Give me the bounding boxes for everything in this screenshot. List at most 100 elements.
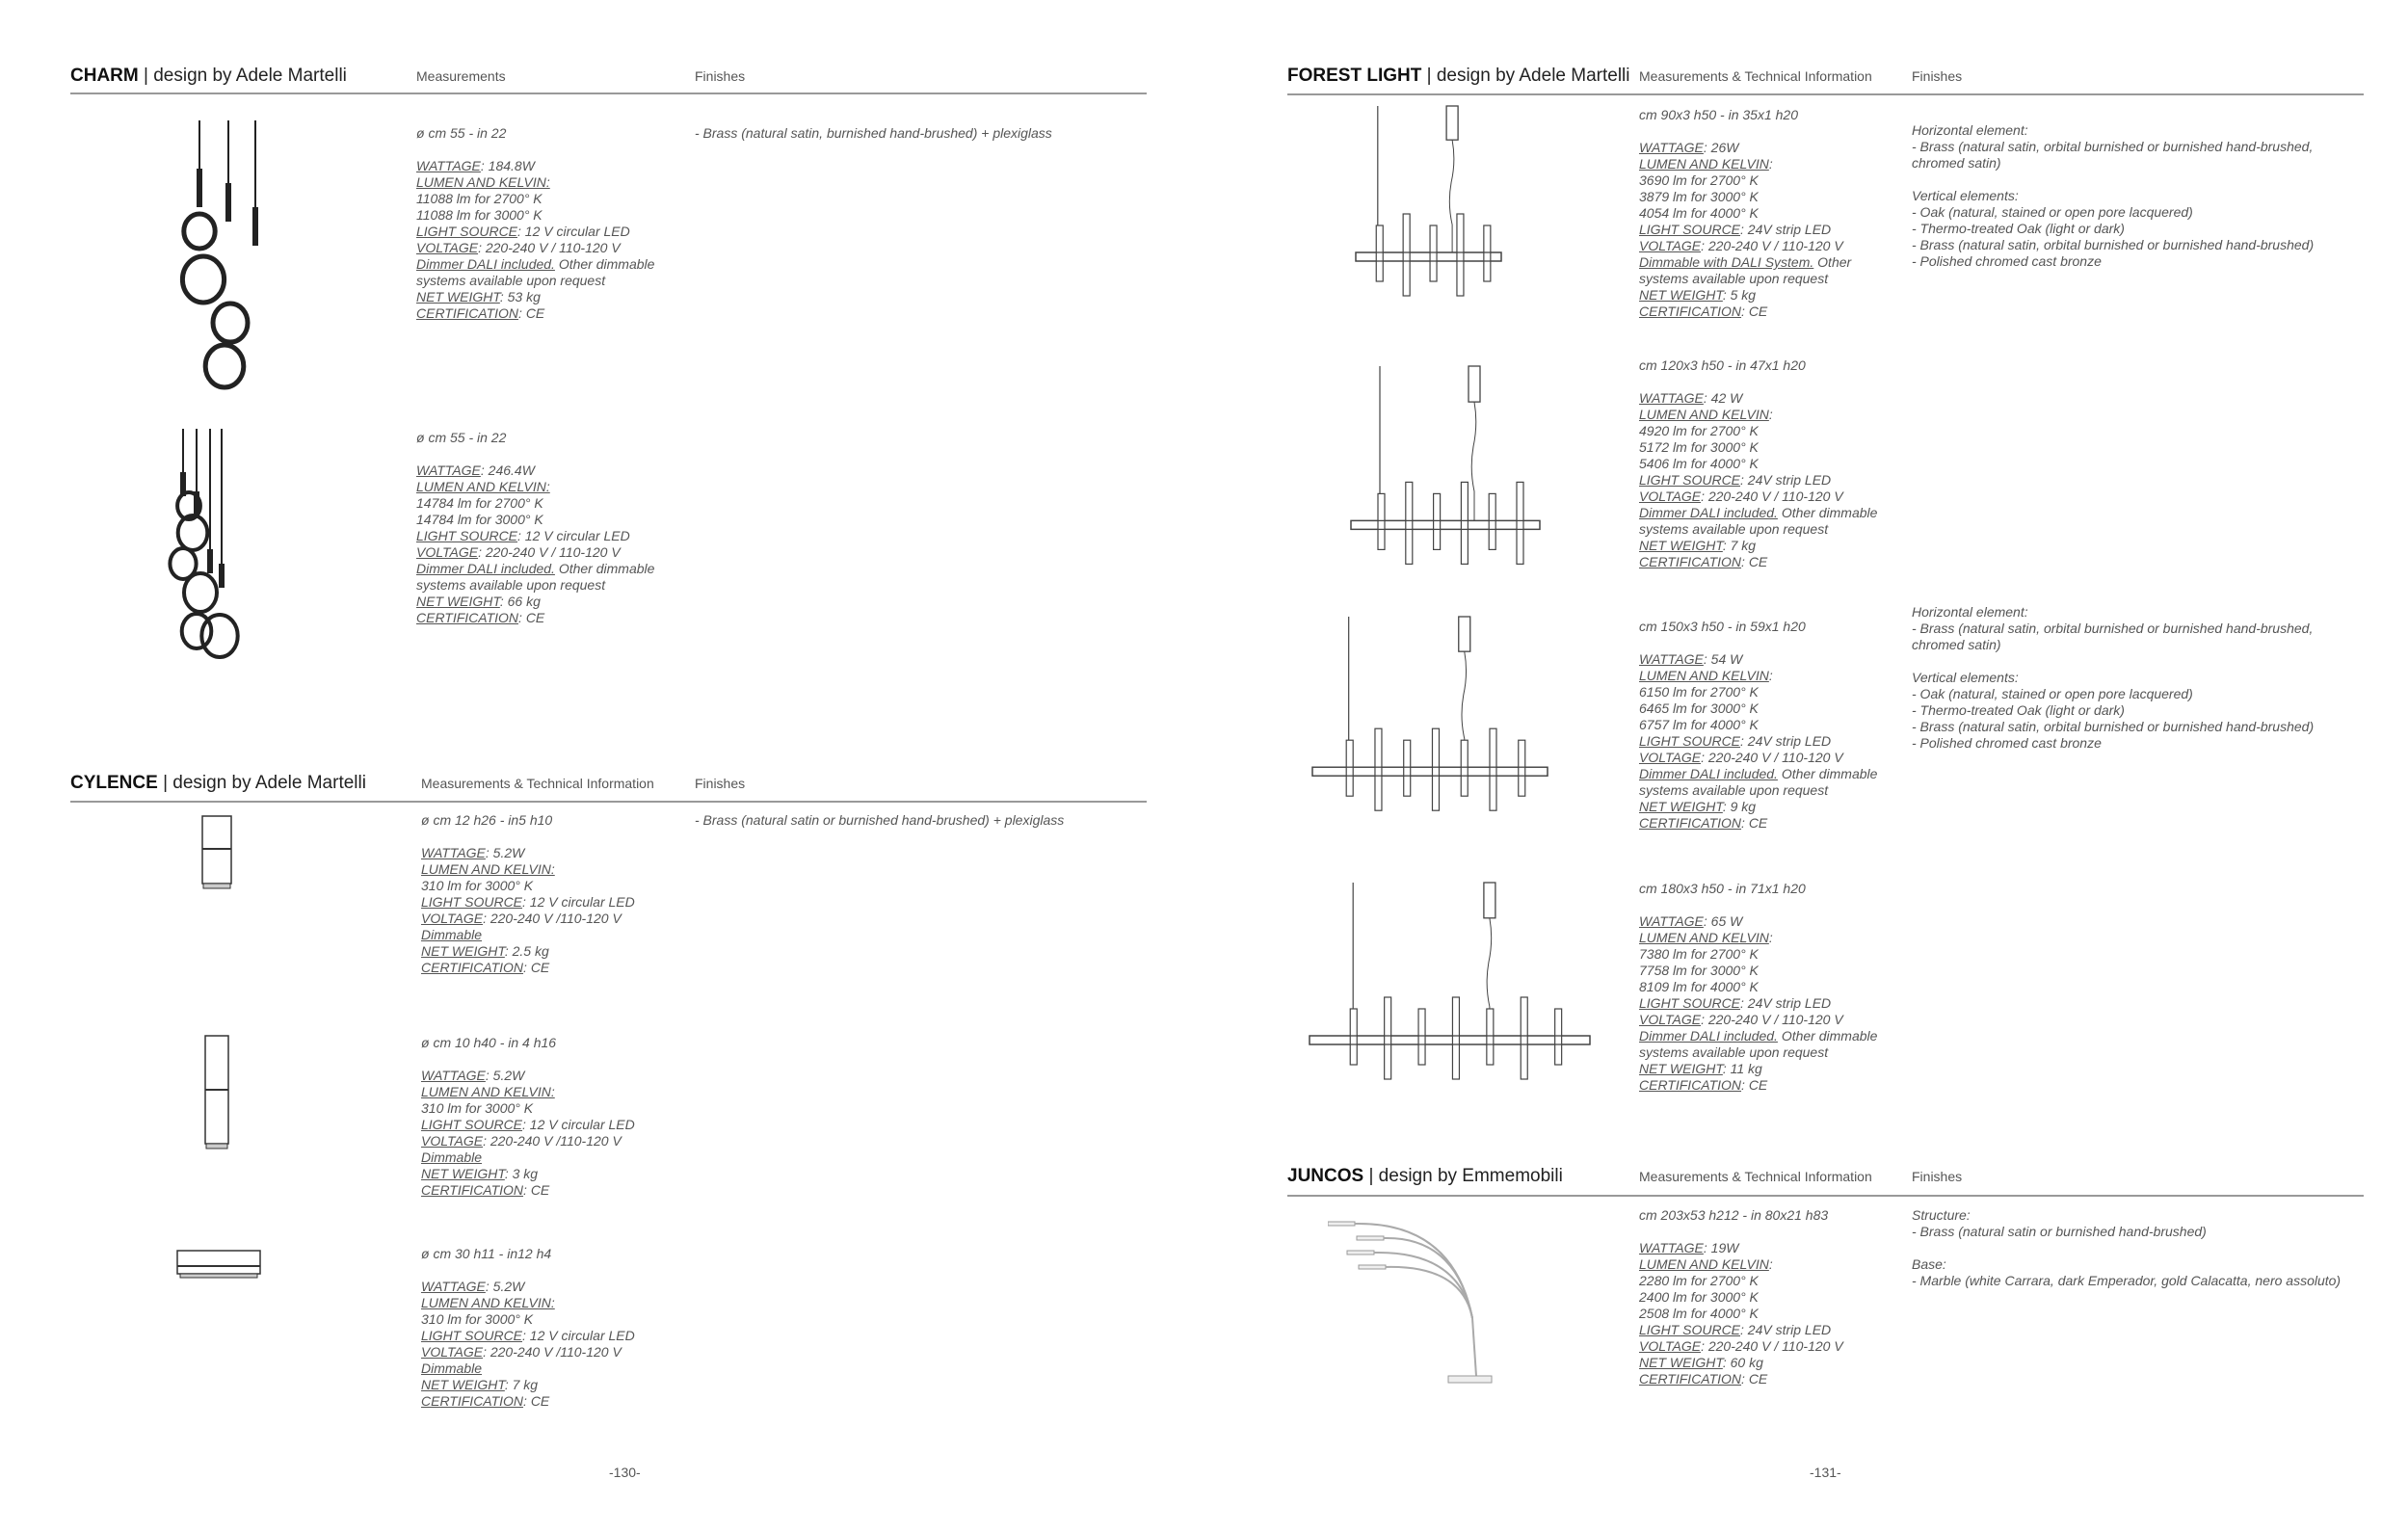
spec-line: systems available upon request xyxy=(1639,271,1851,287)
spec-label: LUMEN AND KELVIN xyxy=(1639,930,1769,945)
spec-line: Dimmer DALI included. Other dimmable xyxy=(416,561,654,577)
spec-line: 6150 lm for 2700° K xyxy=(1639,684,1877,700)
spec-label: Dimmable xyxy=(421,927,483,942)
spec-label: VOLTAGE xyxy=(1639,1338,1702,1354)
spec-line: 6757 lm for 4000° K xyxy=(1639,717,1877,733)
spec-line: CERTIFICATION: CE xyxy=(421,1182,635,1199)
spec-line xyxy=(1639,635,1877,651)
cylence-designer: | design by Adele Martelli xyxy=(157,773,366,793)
spec-value: Other dimmable xyxy=(1777,1028,1878,1043)
spec-label: Dimmer DALI included. xyxy=(416,561,555,576)
spec-value: 14784 lm for 3000° K xyxy=(416,512,543,527)
cylence-section-title: CYLENCE | design by Adele Martelli xyxy=(70,773,366,794)
spec-line: VOLTAGE: 220-240 V / 110-120 V xyxy=(1639,489,1877,505)
spec-line: NET WEIGHT: 5 kg xyxy=(1639,287,1851,304)
charm-3-pendant-drawing xyxy=(171,120,286,395)
finish-line: - Oak (natural, stained or open pore lac… xyxy=(1912,686,2193,701)
spec-line xyxy=(421,829,635,845)
spec-value: Other dimmable xyxy=(554,256,655,272)
spec-value: : 11 kg xyxy=(1722,1061,1762,1076)
spec-label: LIGHT SOURCE xyxy=(421,894,523,910)
spec-line: Dimmable with DALI System. Other xyxy=(1639,254,1851,271)
spec-value: : xyxy=(1768,1256,1773,1272)
finish-line: - Brass (natural satin or burnished hand… xyxy=(1912,1224,2207,1239)
finish-line xyxy=(1912,653,2314,670)
spec-line: 3879 lm for 3000° K xyxy=(1639,189,1851,205)
spec-line: 11088 lm for 3000° K xyxy=(416,207,654,224)
forest-light-finishes-list: Horizontal element: - Brass (natural sati… xyxy=(1912,122,2314,270)
spec-line: LIGHT SOURCE: 24V strip LED xyxy=(1639,222,1851,238)
spec-value: : 12 V circular LED xyxy=(517,528,630,543)
spec-label: VOLTAGE xyxy=(421,1133,484,1149)
forest-light-finishes-header: Finishes xyxy=(1912,68,1963,84)
finish-line: Vertical elements: xyxy=(1912,670,2019,685)
spec-value: 5406 lm for 4000° K xyxy=(1639,456,1759,471)
page-number: -131- xyxy=(1810,1465,1841,1480)
juncos-finishes-header: Finishes xyxy=(1912,1169,1963,1184)
finish-line: - Oak (natural, stained or open pore lac… xyxy=(1912,204,2193,220)
spec-value: : CE xyxy=(518,610,545,625)
spec-value: 11088 lm for 3000° K xyxy=(416,207,542,223)
spec-label: LUMEN AND KELVIN xyxy=(1639,407,1769,422)
spec-value: : 5.2W xyxy=(485,1068,525,1083)
spec-label: LUMEN AND KELVIN: xyxy=(421,861,555,877)
spec-line: LIGHT SOURCE: 24V strip LED xyxy=(1639,995,1877,1012)
spec-line: NET WEIGHT: 7 kg xyxy=(1639,538,1877,554)
cylence-tall-drawing xyxy=(198,1034,236,1159)
spec-label: LUMEN AND KELVIN xyxy=(1639,156,1769,172)
spec-label: VOLTAGE xyxy=(416,240,479,255)
spec-line: NET WEIGHT: 66 kg xyxy=(416,594,654,610)
spec-line: 14784 lm for 3000° K xyxy=(416,512,654,528)
spec-value: 2280 lm for 2700° K xyxy=(1639,1273,1759,1288)
spec-value: Other dimmable xyxy=(1777,766,1878,781)
spec-line: WATTAGE: 19W xyxy=(1639,1240,1843,1256)
finish-line: - Brass (natural satin, orbital burnishe… xyxy=(1912,621,2314,636)
spec-value: : 9 kg xyxy=(1722,799,1757,814)
finish-line: Structure: xyxy=(1912,1207,1971,1223)
spec-value: : xyxy=(1768,668,1773,683)
spec-line xyxy=(1639,1224,1843,1240)
spec-label: Dimmer DALI included. xyxy=(1639,505,1778,520)
spec-line: LUMEN AND KELVIN: xyxy=(421,861,635,878)
spec-value: : 220-240 V / 110-120 V xyxy=(478,240,621,255)
spec-line: NET WEIGHT: 7 kg xyxy=(421,1377,635,1393)
spec-line: NET WEIGHT: 60 kg xyxy=(1639,1355,1843,1371)
spec-line: LIGHT SOURCE: 12 V circular LED xyxy=(421,1117,635,1133)
spec-label: NET WEIGHT xyxy=(421,943,505,959)
spec-label: LUMEN AND KELVIN xyxy=(1639,1256,1769,1272)
spec-value: : CE xyxy=(1741,1077,1768,1093)
spec-value: : 66 kg xyxy=(499,594,541,609)
finish-line: Horizontal element: xyxy=(1912,122,2028,138)
spec-label: VOLTAGE xyxy=(1639,489,1702,504)
cylence-measurements-header: Measurements & Technical Information xyxy=(421,776,654,791)
spec-value: : 5.2W xyxy=(485,845,525,860)
spec-line: Dimmer DALI included. Other dimmable xyxy=(1639,1028,1877,1044)
spec-line: CERTIFICATION: CE xyxy=(421,960,635,976)
spec-line: 7758 lm for 3000° K xyxy=(1639,963,1877,979)
spec-line: NET WEIGHT: 53 kg xyxy=(416,289,654,305)
spec-label: LUMEN AND KELVIN: xyxy=(421,1295,555,1310)
spec-line xyxy=(1639,374,1877,390)
spec-line: Dimmable xyxy=(421,927,635,943)
forest-light-divider xyxy=(1287,93,2364,95)
finish-line: - Thermo-treated Oak (light or dark) xyxy=(1912,221,2125,236)
juncos-product-name: JUNCOS xyxy=(1287,1166,1364,1186)
cylence-spec-block: ø cm 10 h40 - in 4 h16 WATTAGE: 5.2W LUMEN… xyxy=(421,1035,635,1199)
cylence-spec-block: ø cm 12 h26 - in5 h10 WATTAGE: 5.2W LUMEN … xyxy=(421,812,635,976)
spec-value: Other xyxy=(1813,254,1852,270)
spec-label: LUMEN AND KELVIN: xyxy=(416,174,550,190)
spec-label: CERTIFICATION xyxy=(421,960,524,975)
spec-line: 11088 lm for 2700° K xyxy=(416,191,654,207)
spec-value: : 12 V circular LED xyxy=(522,1328,635,1343)
spec-line: 310 lm for 3000° K xyxy=(421,1311,635,1328)
spec-value: : 19W xyxy=(1703,1240,1739,1255)
spec-value: : 3 kg xyxy=(504,1166,539,1181)
spec-line: VOLTAGE: 220-240 V /110-120 V xyxy=(421,1133,635,1149)
spec-label: WATTAGE xyxy=(421,1279,486,1294)
spec-line: VOLTAGE: 220-240 V / 110-120 V xyxy=(416,544,654,561)
spec-value: : xyxy=(1768,930,1773,945)
spec-line: Dimmer DALI included. Other dimmable xyxy=(1639,505,1877,521)
spec-value: 6465 lm for 3000° K xyxy=(1639,700,1759,716)
